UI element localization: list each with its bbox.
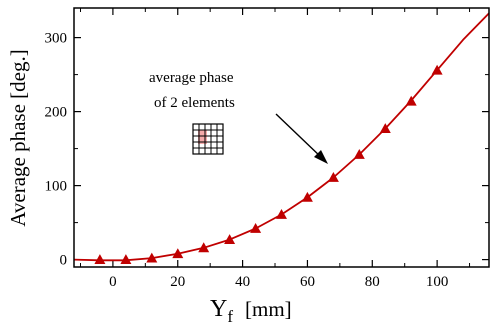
data-point-marker xyxy=(198,242,210,253)
highlighted-elements xyxy=(198,130,207,144)
x-tick-label: 80 xyxy=(365,274,380,290)
x-axis-title-subscript: f xyxy=(227,307,233,326)
x-tick-label: 100 xyxy=(426,274,449,290)
data-point-marker xyxy=(94,254,106,264)
x-axis-title-main: Y xyxy=(210,296,227,322)
data-point-marker xyxy=(250,223,262,233)
x-tick-label: 20 xyxy=(170,274,185,290)
y-tick-label: 200 xyxy=(45,105,68,121)
x-tick-label: 40 xyxy=(235,274,250,290)
x-tick-label: 0 xyxy=(109,274,117,290)
y-axis-title: Average phase [deg.] xyxy=(6,49,30,226)
data-point-marker xyxy=(353,149,365,159)
series-markers-group xyxy=(94,64,443,264)
array-grid-outline xyxy=(192,123,224,155)
series-line-group xyxy=(73,12,490,262)
annotation-line-2: of 2 elements xyxy=(154,95,235,111)
x-tick-label: 60 xyxy=(300,274,315,290)
data-point-marker xyxy=(276,209,287,219)
data-point-marker xyxy=(431,64,443,75)
data-point-marker xyxy=(146,252,158,263)
axis-ticks xyxy=(74,8,489,267)
data-point-marker xyxy=(301,191,313,202)
data-point-marker xyxy=(120,254,132,264)
y-tick-label: 0 xyxy=(60,253,68,269)
data-point-marker xyxy=(224,234,236,244)
plot-frame xyxy=(73,7,490,268)
y-tick-label: 100 xyxy=(45,179,68,195)
x-axis-title: Yf [mm] xyxy=(210,296,292,326)
y-tick-labels: 0 100 200 300 xyxy=(45,31,68,269)
annotation-arrow xyxy=(275,113,323,159)
x-axis-title-unit: [mm] xyxy=(245,297,292,321)
annotation-line-1: average phase xyxy=(149,70,234,86)
element-array-icon xyxy=(192,123,224,155)
annotation-arrowhead xyxy=(314,150,328,164)
data-point-marker xyxy=(327,172,339,182)
series-line xyxy=(73,12,490,262)
data-point-marker xyxy=(379,123,391,133)
data-point-marker xyxy=(405,95,417,106)
array-grid-lines xyxy=(193,124,223,154)
y-tick-label: 300 xyxy=(45,31,68,47)
x-tick-labels: 0 20 40 60 80 100 xyxy=(109,274,448,290)
data-point-marker xyxy=(172,248,184,259)
